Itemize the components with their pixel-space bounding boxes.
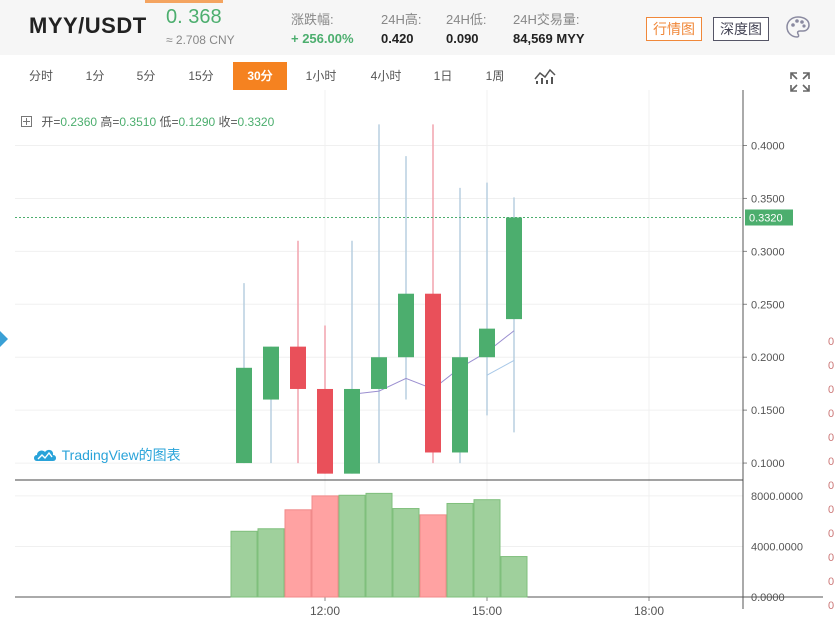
- volume-bar: [473, 499, 501, 598]
- volume-bar: [419, 514, 447, 598]
- volume-bar: [311, 495, 339, 598]
- price-tick-label: 0.2000: [751, 352, 785, 364]
- last-price: 0. 368: [166, 6, 222, 28]
- high-value: 0.420: [381, 31, 414, 46]
- candle-body: [506, 217, 522, 320]
- volume-tick-label: 8000.0000: [751, 491, 803, 503]
- price-tick-label: 0.1000: [751, 458, 785, 470]
- side-order-entry: 0: [828, 528, 835, 540]
- price-tick-label: 0.1500: [751, 405, 785, 417]
- candle-body: [425, 293, 441, 453]
- candle-body: [371, 357, 387, 389]
- moving-average-line: [486, 359, 515, 376]
- candle-body: [479, 328, 495, 358]
- change-label: 涨跌幅:: [291, 12, 334, 27]
- low-value: 0.1290: [178, 115, 216, 129]
- candlestick-chart[interactable]: 0.4000 0.3500 0.3000 0.2500 0.2000 0.1500 0.10…: [10, 55, 825, 631]
- depth-chart-button[interactable]: 深度图: [713, 17, 769, 41]
- last-price-tag-text: 0.3320: [749, 212, 783, 224]
- volume-bar: [392, 508, 420, 598]
- interval-1d[interactable]: 1日: [433, 69, 453, 83]
- price-tick-label: 0.3000: [751, 246, 785, 258]
- volume-value: 84,569 MYY: [513, 31, 585, 46]
- candle-body: [290, 346, 306, 389]
- volume-bar: [500, 556, 528, 598]
- candle-body: [317, 388, 333, 474]
- high-value: 0.3510: [119, 115, 157, 129]
- interval-tick[interactable]: 分时: [28, 69, 53, 83]
- interval-toolbar: 分时 1分 5分 15分 30分 1小时 4小时 1日 1周: [10, 61, 825, 93]
- side-panel-toggle[interactable]: [0, 331, 8, 347]
- side-order-entry: 0: [828, 576, 835, 588]
- candle-body: [398, 293, 414, 358]
- interval-4h[interactable]: 4小时: [370, 69, 402, 83]
- candle-body: [263, 346, 279, 400]
- pair-name: MYY/USDT: [29, 13, 147, 38]
- interval-15m[interactable]: 15分: [188, 69, 214, 83]
- change-value: + 256.00%: [291, 31, 354, 46]
- watermark-text: TradingView的图表: [61, 447, 181, 463]
- interval-5m[interactable]: 5分: [136, 69, 156, 83]
- side-order-entry: 0: [828, 504, 835, 516]
- high-label: 24H高:: [381, 12, 422, 27]
- volume-bar: [338, 494, 366, 598]
- price-tick-label: 0.3500: [751, 193, 785, 205]
- volume-bar: [257, 528, 285, 598]
- side-order-entry: 0: [828, 360, 835, 372]
- interval-1m[interactable]: 1分: [85, 69, 105, 83]
- side-order-entry: 0: [828, 480, 835, 492]
- side-order-entry: 0: [828, 432, 835, 444]
- ohlc-legend: 开=0.2360 高=0.3510 低=0.1290 收=0.3320: [21, 113, 274, 130]
- close-label: 收=: [218, 115, 238, 129]
- fullscreen-icon[interactable]: [789, 71, 811, 93]
- cny-price: ≈ 2.708 CNY: [166, 33, 235, 47]
- indicator-icon[interactable]: [534, 67, 556, 85]
- side-order-entry: 0: [828, 456, 835, 468]
- side-order-entry: 0: [828, 336, 835, 348]
- volume-bar: [446, 502, 474, 598]
- interval-1w[interactable]: 1周: [485, 69, 505, 83]
- low-label: 低=: [159, 115, 179, 129]
- open-label: 开=: [41, 115, 61, 129]
- low-value: 0.090: [446, 31, 479, 46]
- side-order-entry: 0: [828, 552, 835, 564]
- candle-body: [236, 367, 252, 464]
- side-order-list: 0 0 0 0 0 0 0 0 0 0 0 0: [828, 330, 835, 618]
- interval-1h[interactable]: 1小时: [305, 69, 337, 83]
- last-price-tag: [745, 209, 793, 226]
- tradingview-watermark: TradingView的图表: [32, 445, 181, 465]
- side-order-entry: 0: [828, 600, 835, 612]
- low-label: 24H低:: [446, 12, 487, 27]
- price-tick-label: 0.4000: [751, 141, 785, 153]
- time-tick-label: 18:00: [634, 604, 664, 618]
- palette-icon[interactable]: [785, 15, 811, 39]
- candle-body: [452, 357, 468, 453]
- volume-tick-label: 0.0000: [751, 592, 785, 604]
- price-tick-label: 0.2500: [751, 299, 785, 311]
- volume-bar: [230, 530, 258, 598]
- volume-bar: [284, 509, 312, 598]
- market-chart-button[interactable]: 行情图: [646, 17, 702, 41]
- side-order-entry: 0: [828, 408, 835, 420]
- collapse-legend-icon[interactable]: [21, 116, 32, 127]
- volume-label: 24H交易量:: [513, 12, 580, 27]
- side-order-entry: 0: [828, 384, 835, 396]
- candle-body: [344, 388, 360, 474]
- close-value: 0.3320: [237, 115, 275, 129]
- open-value: 0.2360: [60, 115, 98, 129]
- volume-bar: [365, 492, 393, 598]
- time-tick-label: 15:00: [472, 604, 502, 618]
- active-tab-accent: [145, 0, 223, 3]
- high-label: 高=: [100, 115, 120, 129]
- interval-30m[interactable]: 30分: [233, 62, 287, 90]
- ticker-header: MYY/USDT 0. 368 ≈ 2.708 CNY 涨跌幅: + 256.0…: [0, 0, 835, 55]
- volume-tick-label: 4000.0000: [751, 541, 803, 553]
- time-tick-label: 12:00: [310, 604, 340, 618]
- cloud-icon: [34, 449, 56, 461]
- chart-container: 分时 1分 5分 15分 30分 1小时 4小时 1日 1周 开=0.2360 …: [10, 55, 825, 631]
